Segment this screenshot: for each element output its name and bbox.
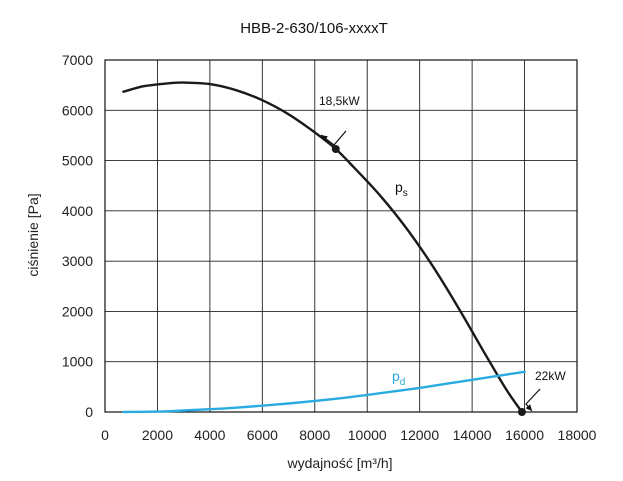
- x-tick-label-0: 0: [101, 427, 109, 443]
- series-label-pd: pd: [392, 368, 405, 388]
- x-tick-label-8: 16000: [505, 427, 544, 443]
- y-tick-label-3: 3000: [62, 253, 93, 269]
- x-tick-label-1: 2000: [142, 427, 173, 443]
- x-tick-label-2: 4000: [194, 427, 225, 443]
- x-axis-label: wydajność [m³/h]: [286, 455, 392, 471]
- grid: [104, 59, 578, 413]
- x-tick-label-3: 6000: [247, 427, 278, 443]
- y-tick-label-1: 1000: [62, 354, 93, 370]
- annotation-ann1: 18,5kW: [319, 94, 360, 108]
- plot-frame: [104, 59, 578, 413]
- series-line-pd: [122, 370, 526, 414]
- x-tick-label-7: 14000: [453, 427, 492, 443]
- x-tick-label-6: 12000: [400, 427, 439, 443]
- tick-labels: 0 2000 4000 6000 8000 10000 12000 14000 16000 180…: [62, 52, 597, 443]
- y-tick-label-5: 5000: [62, 153, 93, 169]
- y-tick-label-0: 0: [85, 404, 93, 420]
- y-tick-label-2: 2000: [62, 303, 93, 319]
- series-label-ps: ps: [395, 179, 408, 199]
- x-tick-label-5: 10000: [348, 427, 387, 443]
- series-layer: ps pd: [122, 81, 526, 414]
- annotation-ann2: 22kW: [535, 369, 566, 383]
- x-tick-label-9: 18000: [558, 427, 597, 443]
- x-tick-label-4: 8000: [299, 427, 330, 443]
- y-tick-label-6: 6000: [62, 102, 93, 118]
- y-tick-label-4: 4000: [62, 203, 93, 219]
- annotations-layer: 18,5kW 22kW: [319, 94, 566, 416]
- y-axis-label: ciśnienie [Pa]: [25, 193, 41, 276]
- marker-ann1: [331, 145, 340, 154]
- chart-title: HBB-2-630/106-xxxxT: [240, 20, 388, 37]
- arrow-head-ann1: [321, 135, 328, 142]
- marker-ann2: [517, 408, 526, 416]
- arrow-head-ann2: [525, 404, 532, 411]
- series-line-ps: [122, 81, 524, 414]
- y-tick-label-7: 7000: [62, 52, 93, 68]
